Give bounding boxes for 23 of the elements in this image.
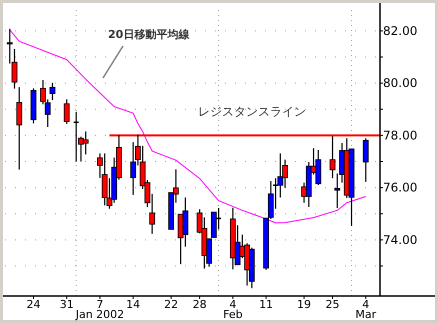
x-tick-label: 14 — [126, 298, 140, 311]
candlestick — [362, 138, 369, 182]
y-tick-label: 76.00 — [383, 180, 418, 195]
annotation: 20日移動平均線 — [108, 28, 190, 41]
y-tick-label: 80.00 — [383, 76, 418, 90]
x-tick-label: 24 — [26, 298, 40, 311]
y-tick-label: 82.00 — [383, 24, 418, 38]
x-tick-label: 28 — [192, 298, 207, 311]
x-tick-label: 31 — [60, 298, 74, 311]
x-tick-label: 11 — [259, 298, 274, 311]
x-tick-label: 22 — [164, 298, 178, 311]
line-series — [9, 29, 366, 224]
annotation: レジスタンスライン — [198, 104, 306, 118]
x-tick-label: 19 — [297, 298, 312, 311]
x-tick-label: 4 Mar — [355, 298, 377, 321]
candlestick — [50, 82, 56, 101]
y-tick-label: 78.00 — [383, 128, 418, 142]
x-tick-label: 4 Feb — [223, 298, 243, 321]
candlestick — [64, 98, 70, 124]
x-tick-label: 7 Jan 2002 — [74, 298, 124, 321]
candlestick — [16, 86, 22, 170]
x-tick-label: 25 — [326, 298, 340, 311]
y-tick-label: 74.00 — [383, 232, 418, 247]
